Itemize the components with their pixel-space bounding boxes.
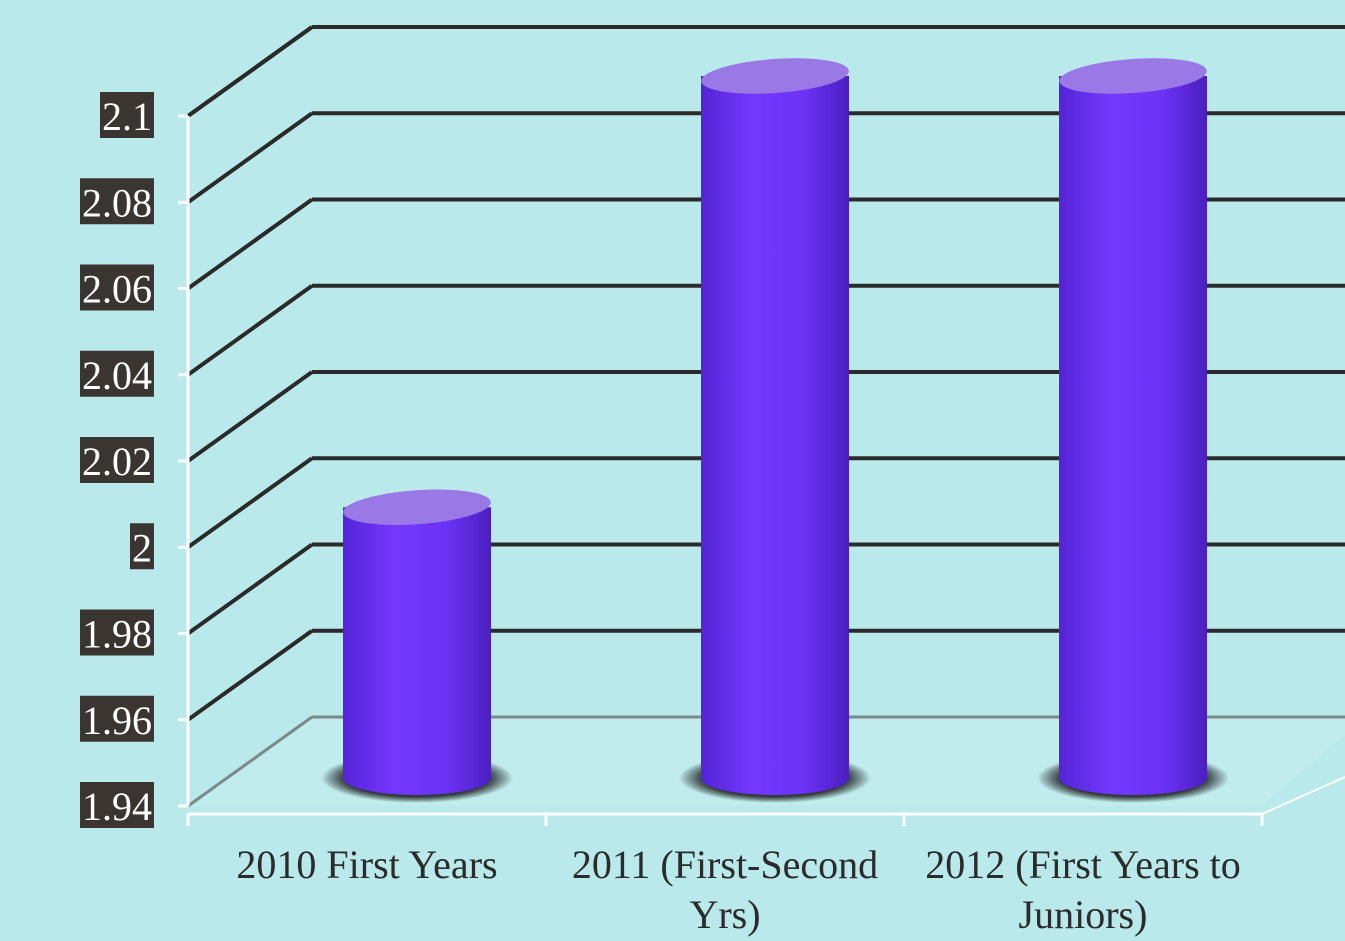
y-tick-label: 2.08 [80, 178, 154, 225]
x-tick-label: Yrs) [689, 892, 760, 937]
bar-0 [321, 489, 513, 803]
gridline-diagonal [186, 111, 314, 204]
y-tick-label-text: 2.02 [82, 439, 152, 484]
y-tick-label: 1.94 [80, 782, 154, 829]
y-tick-label: 2.06 [80, 264, 154, 312]
gridline-diagonal-hidden [188, 0, 312, 30]
gridline-diagonal-top [188, 0, 312, 30]
bar-body [343, 507, 491, 795]
gridline-diagonal [187, 715, 313, 808]
axes [178, 114, 1345, 826]
y-tick-label-bg [80, 350, 154, 397]
y-tick-labels: 2.1 2.08 2.06 2.04 2.02 2 1.98 1.96 1.94 [80, 92, 154, 829]
x-tick-label: 2012 (First Years to [925, 842, 1241, 887]
y-tick-label-text: 2.04 [82, 353, 152, 398]
gridline-diagonal [186, 456, 314, 549]
x-tick-label: Juniors) [1019, 892, 1148, 937]
gridline-diagonal [186, 629, 314, 722]
floor-edge-right [1261, 776, 1345, 815]
y-tick-label: 2.04 [80, 350, 154, 398]
y-tick-label-bg [80, 695, 154, 742]
bar-2 [1037, 58, 1229, 803]
x-tick-label: 2011 (First-Second [572, 842, 878, 887]
y-tick-label: 2.1 [100, 92, 154, 139]
bar-top [1059, 58, 1207, 94]
bar-top [343, 489, 491, 525]
gridline-diagonal [186, 197, 314, 291]
y-tick-label-bg [130, 523, 154, 570]
y-tick-label-text: 1.98 [82, 612, 152, 657]
y-tick-label: 2.02 [80, 437, 154, 484]
y-tick-label-text: 2.1 [102, 94, 152, 139]
y-tick-label-bg [100, 92, 154, 138]
x-tick-label: 2010 First Years [236, 842, 497, 887]
y-tick-label-text: 1.96 [82, 698, 152, 743]
bar-top [701, 58, 849, 94]
x-tick-labels: 2010 First Years 2011 (First-Second Yrs) 20… [236, 842, 1240, 937]
gridline-diagonal [186, 370, 314, 463]
y-tick-label-bg [80, 782, 154, 828]
bars [321, 58, 1229, 803]
y-tick-label-text: 2.06 [82, 267, 152, 312]
y-tick-label: 1.98 [80, 609, 154, 657]
y-tick-label-text: 2 [132, 525, 152, 570]
y-tick-label: 2 [130, 523, 154, 570]
gridline-diagonal [186, 284, 314, 377]
y-tick-label-text: 1.94 [82, 784, 152, 829]
bar-1 [679, 58, 871, 803]
y-tick-label-bg [80, 437, 154, 483]
gridline-diagonal [186, 542, 314, 636]
bar-body [701, 76, 849, 795]
y-tick-label-bg [80, 609, 154, 656]
y-tick-label-text: 2.08 [82, 180, 152, 225]
gridline-diagonal [186, 25, 314, 118]
bar-body [1059, 76, 1207, 795]
y-tick-label-bg [80, 178, 154, 225]
y-tick-label: 1.96 [80, 695, 154, 743]
y-tick-label-bg [80, 264, 154, 311]
